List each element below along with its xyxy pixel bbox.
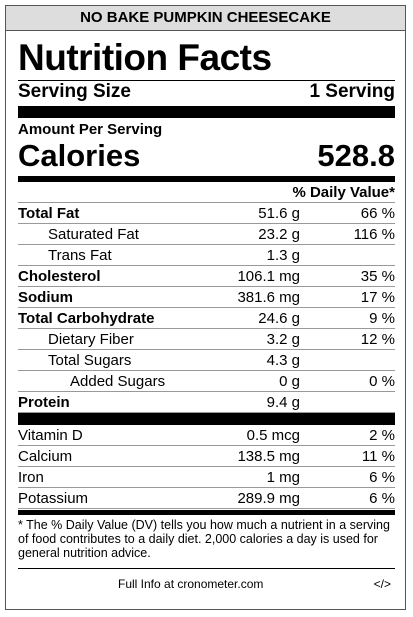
divider: [18, 413, 395, 425]
nutrient-name: Iron: [18, 468, 44, 486]
nutrient-dv: 0 %: [369, 372, 395, 390]
nutrient-row: Calcium 138.5 mg 11 %: [18, 446, 395, 467]
nutrient-row: Vitamin D 0.5 mcg 2 %: [18, 425, 395, 446]
nutrient-amount: 3.2 g: [266, 330, 300, 348]
nutrient-name: Sodium: [18, 288, 73, 306]
nutrition-label: Nutrition Facts Serving Size 1 Serving A…: [18, 36, 395, 591]
dv-header: % Daily Value*: [18, 182, 395, 203]
nutrient-dv: 6 %: [369, 468, 395, 486]
nutrient-name: Vitamin D: [18, 426, 83, 444]
calories-value: 528.8: [317, 138, 395, 173]
calories-row: Calories 528.8: [18, 138, 395, 174]
nutrient-row: Iron 1 mg 6 %: [18, 467, 395, 488]
nutrient-row: Added Sugars 0 g 0 %: [18, 371, 395, 392]
nutrient-dv: 66 %: [360, 204, 395, 222]
nutrient-name: Protein: [18, 393, 70, 411]
serving-size: 1 Serving: [309, 81, 395, 102]
footer-link[interactable]: Full Info at cronometer.com: [118, 577, 264, 591]
label-frame: NO BAKE PUMPKIN CHEESECAKE Nutrition Fac…: [5, 5, 406, 610]
nutrient-row: Cholesterol 106.1 mg 35 %: [18, 266, 395, 287]
divider: [18, 106, 395, 118]
nutrient-name: Calcium: [18, 447, 73, 465]
nutrient-row: Sodium 381.6 mg 17 %: [18, 287, 395, 308]
nutrient-amount: 381.6 mg: [237, 288, 300, 306]
nutrient-amount: 4.3 g: [266, 351, 300, 369]
nutrient-name: Cholesterol: [18, 267, 101, 285]
nutrient-dv: 11 %: [361, 447, 395, 465]
amount-per-serving: Amount Per Serving: [18, 121, 163, 138]
nutrient-amount: 1.3 g: [266, 246, 300, 264]
nutrient-dv: 9 %: [369, 309, 395, 327]
nutrient-amount: 23.2 g: [258, 225, 300, 243]
divider: [18, 176, 395, 182]
label-title: Nutrition Facts: [18, 37, 272, 78]
dv-header-text: % Daily Value*: [292, 183, 395, 201]
nutrient-dv: 6 %: [369, 489, 395, 507]
nutrient-dv: 2 %: [369, 426, 395, 444]
nutrient-amount: 9.4 g: [266, 393, 300, 411]
vitamin-list: Vitamin D 0.5 mcg 2 % Calcium 138.5 mg 11 % Ir…: [18, 425, 395, 509]
nutrient-name: Added Sugars: [70, 372, 166, 390]
serving-row: Serving Size 1 Serving: [18, 80, 395, 103]
divider: [18, 510, 395, 515]
nutrient-amount: 106.1 mg: [237, 267, 300, 285]
nutrient-amount: 0.5 mcg: [246, 426, 300, 444]
recipe-title: NO BAKE PUMPKIN CHEESECAKE: [6, 6, 405, 31]
serving-size-label: Serving Size: [18, 81, 131, 102]
nutrient-amount: 289.9 mg: [237, 489, 300, 507]
nutrient-row: Total Fat 51.6 g 66 %: [18, 203, 395, 224]
nutrient-dv: 12 %: [360, 330, 395, 348]
nutrient-row: Total Carbohydrate 24.6 g 9 %: [18, 308, 395, 329]
nutrient-row: Protein 9.4 g: [18, 392, 395, 413]
nutrient-row: Potassium 289.9 mg 6 %: [18, 488, 395, 509]
nutrient-name: Total Fat: [18, 204, 80, 222]
nutrient-name: Trans Fat: [48, 246, 112, 264]
nutrient-name: Total Carbohydrate: [18, 309, 155, 327]
calories-label: Calories: [18, 138, 141, 173]
nutrient-amount: 51.6 g: [258, 204, 300, 222]
nutrient-name: Saturated Fat: [48, 225, 139, 243]
embed-button[interactable]: </>: [373, 577, 391, 591]
nutrient-row: Trans Fat 1.3 g: [18, 245, 395, 266]
nutrient-row: Dietary Fiber 3.2 g 12 %: [18, 329, 395, 350]
nutrient-name: Potassium: [18, 489, 89, 507]
nutrient-row: Saturated Fat 23.2 g 116 %: [18, 224, 395, 245]
nutrient-dv: 116 %: [353, 225, 395, 243]
nutrient-dv: 17 %: [360, 288, 395, 306]
footer: Full Info at cronometer.com </>: [18, 568, 395, 591]
nutrient-name: Dietary Fiber: [48, 330, 134, 348]
nutrient-dv: 35 %: [360, 267, 395, 285]
footnote: * The % Daily Value (DV) tells you how m…: [18, 518, 390, 560]
nutrient-amount: 0 g: [279, 372, 300, 390]
nutrient-list: Total Fat 51.6 g 66 % Saturated Fat 23.2 g 11…: [18, 203, 395, 413]
nutrient-amount: 138.5 mg: [237, 447, 300, 465]
nutrient-name: Total Sugars: [48, 351, 132, 369]
nutrient-row: Total Sugars 4.3 g: [18, 350, 395, 371]
nutrient-amount: 24.6 g: [258, 309, 300, 327]
nutrient-amount: 1 mg: [266, 468, 300, 486]
